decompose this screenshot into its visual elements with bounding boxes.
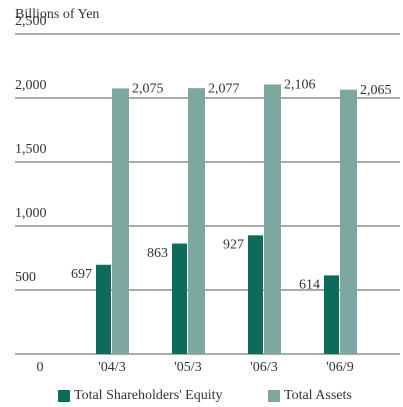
value-label: 863 [147, 246, 168, 261]
legend-label: Total Shareholders' Equity [74, 388, 223, 403]
bar [264, 84, 281, 354]
legend-label: Total Assets [284, 388, 352, 403]
bar [188, 88, 205, 355]
value-label: 2,075 [132, 82, 164, 97]
value-label: 614 [299, 278, 320, 293]
value-label: 697 [71, 267, 92, 282]
y-tick-label: 0 [37, 360, 44, 375]
bar [112, 88, 129, 355]
y-tick-label: 2,000 [15, 78, 47, 93]
x-tick-label: '04/3 [98, 360, 125, 375]
value-label: 2,065 [360, 83, 392, 98]
x-tick-label: '06/3 [250, 360, 277, 375]
bar [340, 89, 357, 355]
x-tick-label: '06/9 [326, 360, 353, 375]
bar [248, 235, 263, 354]
y-tick-label: 2,500 [15, 14, 47, 29]
legend-swatch [268, 390, 280, 402]
y-tick-label: 500 [15, 270, 36, 285]
bar [96, 264, 111, 354]
x-tick-label: '05/3 [174, 360, 201, 375]
bar [324, 275, 339, 354]
y-tick-label: 1,500 [15, 142, 47, 157]
value-label: 927 [223, 238, 244, 253]
y-axis-label: Billions of Yen [15, 7, 99, 22]
bar [172, 243, 187, 354]
value-label: 2,077 [208, 81, 240, 96]
legend-swatch [58, 390, 70, 402]
y-tick-label: 1,000 [15, 206, 47, 221]
value-label: 2,106 [284, 78, 316, 93]
